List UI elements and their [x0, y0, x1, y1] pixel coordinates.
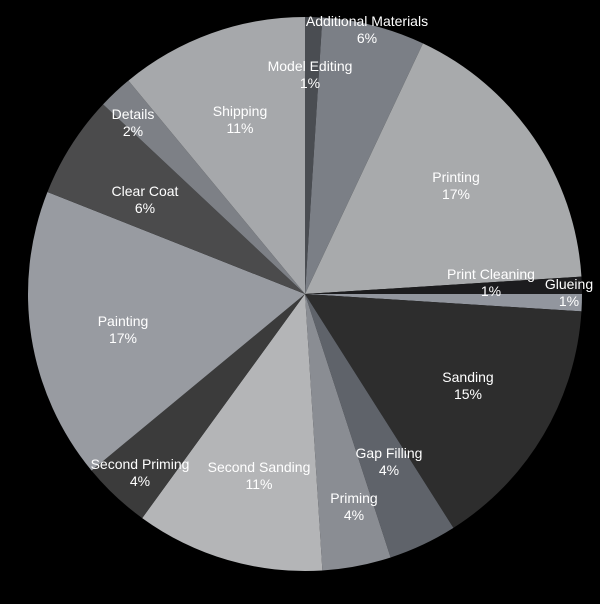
slice-name: Details — [112, 106, 155, 122]
slice-name: Sanding — [442, 369, 493, 385]
slice-percent: 4% — [130, 473, 150, 489]
pie-slice-second-priming — [91, 294, 305, 519]
slice-label-additional-materials: Additional Materials 6% — [306, 13, 428, 46]
slice-label-clear-coat: Clear Coat 6% — [112, 183, 179, 216]
slice-label-second-priming: Second Priming 4% — [91, 456, 190, 489]
slice-name: Additional Materials — [306, 13, 428, 29]
slice-name: Shipping — [213, 103, 268, 119]
slice-percent: 1% — [481, 283, 501, 299]
slice-label-printing: Printing 17% — [432, 169, 479, 202]
slice-percent: 6% — [357, 30, 377, 46]
slice-label-print-cleaning: Print Cleaning 1% — [447, 266, 535, 299]
pie-slice-glueing — [305, 294, 582, 312]
pie-slice-details — [103, 80, 305, 294]
slice-percent: 4% — [344, 507, 364, 523]
slice-label-gap-filling: Gap Filling 4% — [356, 445, 423, 478]
slice-percent: 6% — [135, 200, 155, 216]
slice-percent: 4% — [379, 462, 399, 478]
pie-slice-second-sanding — [142, 294, 323, 571]
slice-percent: 1% — [559, 293, 579, 309]
slice-label-painting: Painting 17% — [98, 313, 149, 346]
pie-slice-sanding — [305, 294, 582, 528]
slice-label-sanding: Sanding 15% — [442, 369, 493, 402]
slice-percent: 17% — [442, 186, 470, 202]
slice-name: Gap Filling — [356, 445, 423, 461]
slice-name: Painting — [98, 313, 149, 329]
slice-label-model-editing: Model Editing 1% — [268, 58, 353, 91]
slice-label-second-sanding: Second Sanding 11% — [208, 459, 311, 492]
slice-label-details: Details 2% — [112, 106, 155, 139]
pie-slice-gap-filling — [305, 294, 454, 558]
slice-percent: 15% — [454, 386, 482, 402]
slice-name: Print Cleaning — [447, 266, 535, 282]
pie-labels: Model Editing 1%Additional Materials 6%Pri… — [91, 13, 594, 523]
slice-name: Model Editing — [268, 58, 353, 74]
slice-label-priming: Priming 4% — [330, 490, 377, 523]
slice-name: Clear Coat — [112, 183, 179, 199]
pie-slice-clear-coat — [47, 104, 305, 294]
slice-name: Printing — [432, 169, 479, 185]
pie-slice-additional-materials — [305, 17, 423, 295]
slice-label-glueing: Glueing 1% — [545, 276, 593, 309]
pie-slice-shipping — [128, 17, 305, 294]
slice-percent: 1% — [300, 75, 320, 91]
slice-name: Priming — [330, 490, 377, 506]
slice-percent: 11% — [246, 476, 273, 492]
slice-name: Second Sanding — [208, 459, 311, 475]
slice-name: Second Priming — [91, 456, 190, 472]
slice-percent: 11% — [227, 120, 254, 136]
pie-slice-priming — [305, 294, 391, 571]
pie-slice-printing — [305, 43, 582, 294]
pie-slice-print-cleaning — [305, 276, 582, 294]
slice-label-shipping: Shipping 11% — [213, 103, 268, 136]
slice-percent: 2% — [123, 123, 143, 139]
pie-slices — [27, 17, 582, 571]
pie-slice-model-editing — [305, 17, 323, 294]
pie-slice-painting — [27, 192, 305, 471]
slice-name: Glueing — [545, 276, 593, 292]
slice-percent: 17% — [109, 330, 137, 346]
